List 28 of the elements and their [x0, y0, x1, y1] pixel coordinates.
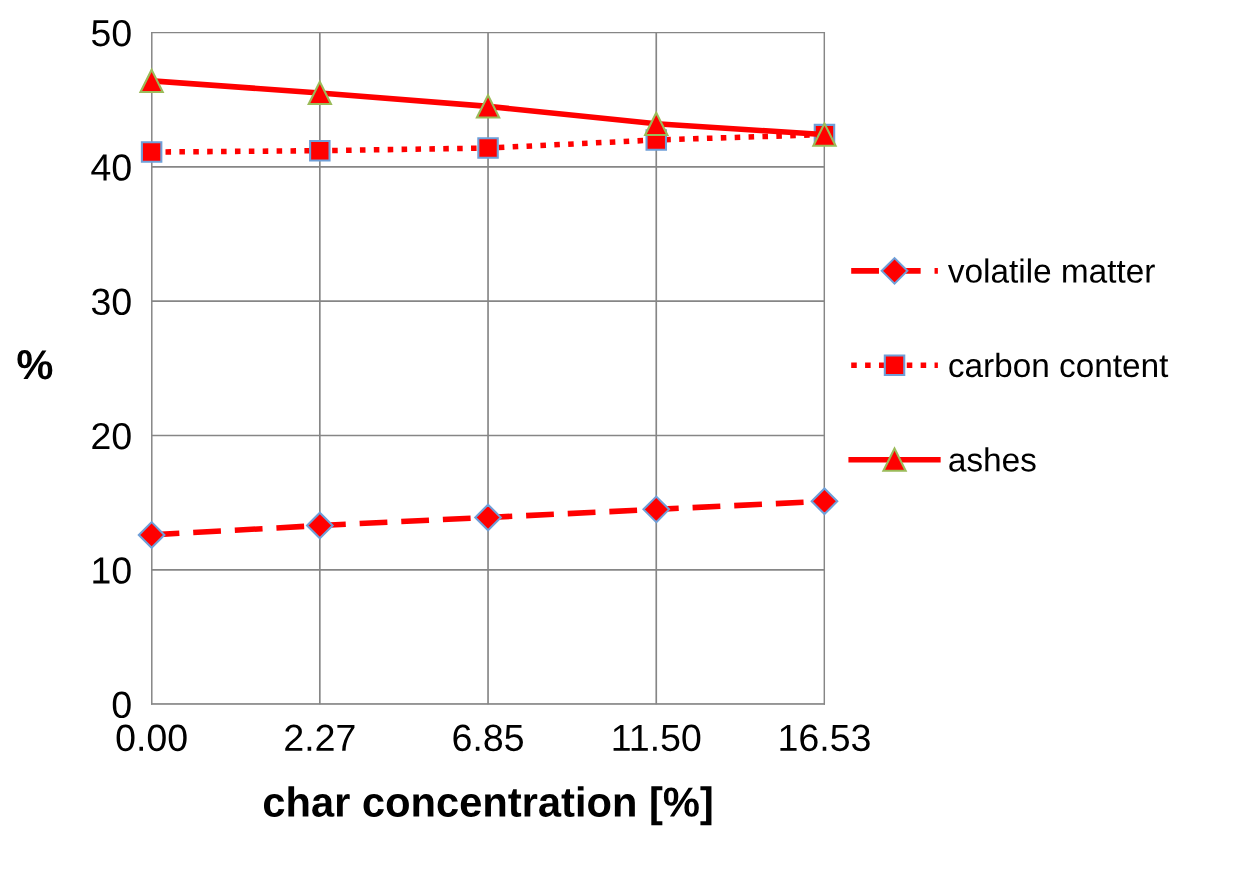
y-tick-label: 40 — [91, 154, 131, 181]
x-tick-label: 11.50 — [613, 724, 701, 752]
x-axis-title: char concentration [%] — [263, 786, 712, 826]
point — [309, 139, 331, 162]
y-tick-label: 30 — [91, 288, 131, 316]
point — [644, 111, 669, 136]
x-tick-label: 16.53 — [780, 724, 870, 752]
point — [477, 137, 499, 159]
x-tick-label: 6.85 — [453, 724, 523, 752]
point — [475, 94, 501, 119]
y-tick-label: 20 — [92, 422, 131, 450]
y-axis-title: % — [17, 350, 53, 380]
x-tick-label: 2.27 — [285, 724, 355, 751]
y-tick-label: 50 — [91, 19, 131, 47]
point — [306, 511, 334, 540]
legend-label: ashes — [949, 447, 1036, 472]
point — [810, 487, 839, 516]
point — [137, 521, 166, 549]
point — [140, 141, 163, 163]
y-tick-label: 10 — [93, 557, 131, 584]
y-tick-label: 0 — [112, 691, 131, 719]
point — [642, 495, 671, 524]
legend-label: volatile matter — [947, 258, 1155, 283]
point — [139, 68, 164, 93]
point — [474, 503, 502, 532]
legend-label: carbon content — [949, 352, 1169, 378]
x-tick-label: 0.00 — [116, 724, 187, 752]
point — [307, 80, 332, 106]
